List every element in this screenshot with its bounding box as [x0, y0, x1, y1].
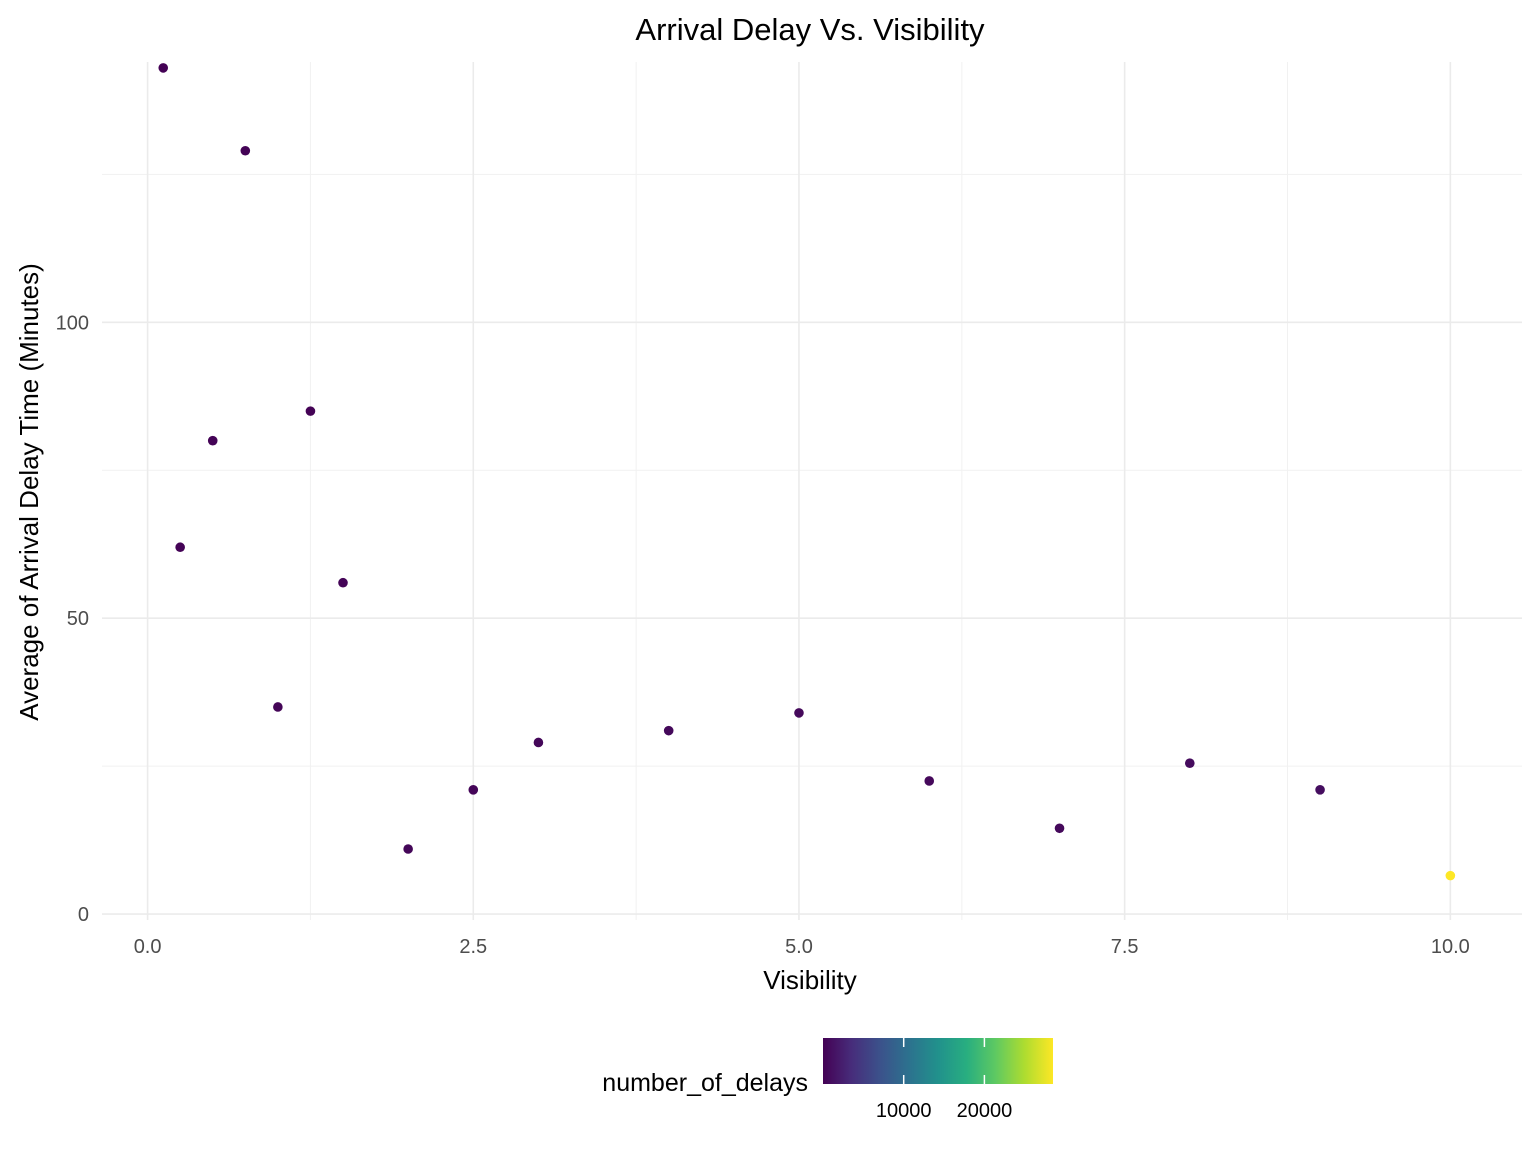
legend-colorbar	[823, 1038, 1053, 1084]
data-point	[794, 708, 804, 718]
data-points	[158, 63, 1456, 881]
y-axis-tick-labels: 0 50 100	[56, 312, 89, 926]
major-gridlines	[102, 62, 1522, 920]
y-tick-label: 100	[56, 312, 89, 334]
legend-ticks: 10000 20000	[876, 1038, 1012, 1122]
data-point	[273, 702, 283, 712]
data-point	[207, 435, 218, 446]
data-point	[1184, 758, 1195, 768]
data-point	[924, 776, 935, 786]
x-axis-title: Visibility	[763, 965, 856, 995]
legend-tick-label: 10000	[876, 1100, 932, 1122]
data-point	[533, 737, 544, 748]
x-tick-label: 2.5	[459, 936, 487, 958]
y-tick-label: 50	[67, 608, 89, 630]
x-tick-label: 10.0	[1431, 936, 1470, 958]
x-tick-label: 7.5	[1111, 936, 1139, 958]
data-point	[403, 844, 413, 854]
minor-gridlines	[102, 62, 1522, 920]
chart-title: Arrival Delay Vs. Visibility	[635, 12, 985, 47]
data-point	[305, 406, 316, 416]
y-axis-title: Average of Arrival Delay Time (Minutes)	[14, 263, 44, 721]
data-point	[1315, 785, 1325, 795]
data-point	[338, 577, 348, 588]
data-point	[175, 542, 185, 553]
x-tick-label: 5.0	[785, 936, 813, 958]
legend-title: number_of_delays	[602, 1069, 808, 1097]
x-axis-tick-labels: 0.0 2.5 5.0 7.5 10.0	[134, 936, 1470, 958]
data-point	[468, 785, 479, 795]
data-point	[1445, 870, 1456, 881]
color-legend: number_of_delays 10000 20000	[602, 1038, 1053, 1122]
data-point	[158, 63, 169, 73]
data-point	[1054, 823, 1065, 834]
y-tick-label: 0	[78, 904, 89, 926]
legend-tick-label: 20000	[957, 1100, 1013, 1122]
x-tick-label: 0.0	[134, 936, 162, 958]
data-point	[663, 725, 674, 736]
data-point	[240, 145, 251, 156]
